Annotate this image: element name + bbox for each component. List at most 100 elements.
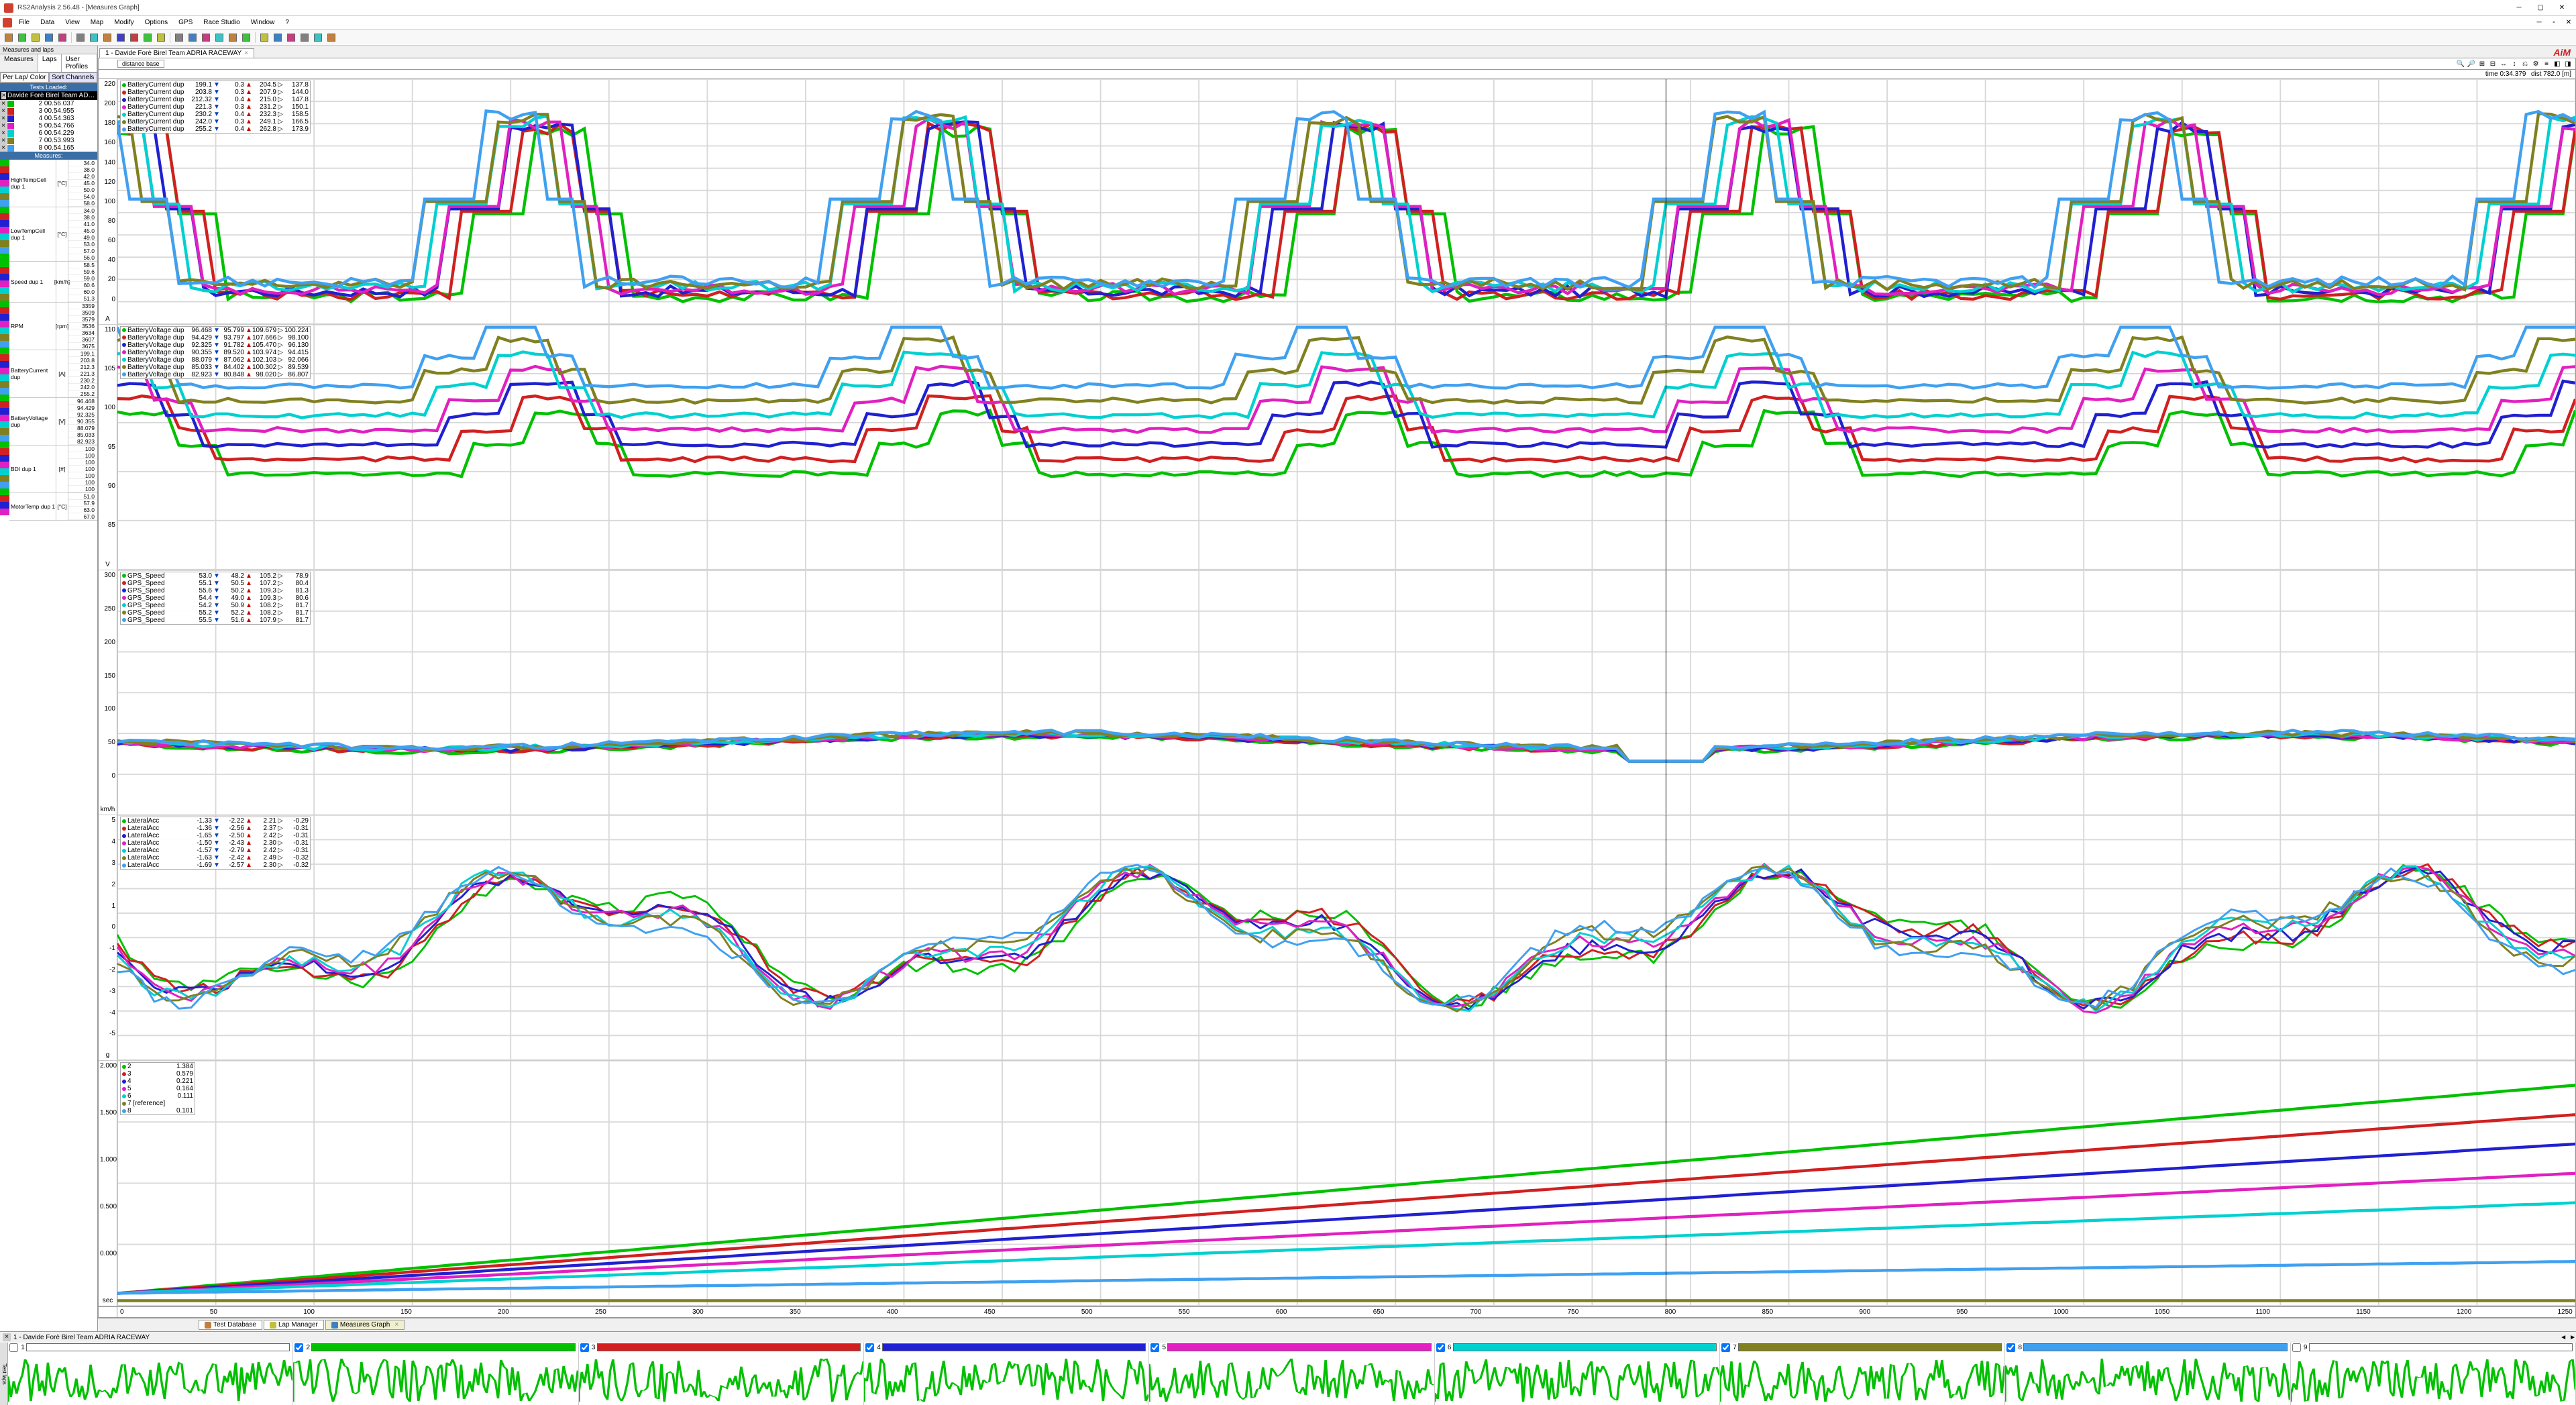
legend-row[interactable]: 7 [reference] <box>121 1100 195 1107</box>
toolbar-button-11[interactable] <box>155 32 167 44</box>
close-button[interactable]: ✕ <box>2552 1 2572 15</box>
lap-row[interactable]: ×8 00.54.165 <box>0 144 97 152</box>
chart-speed[interactable]: 300250200150100500km/hGPS_Speed53.0▼48.2… <box>99 570 2575 816</box>
lap-cell[interactable]: 1 <box>8 1343 293 1405</box>
toolbar-button-21[interactable] <box>299 32 311 44</box>
graph-tool-5[interactable]: ↕ <box>2510 59 2519 68</box>
toolbar-button-12[interactable] <box>173 32 185 44</box>
minimize-button[interactable]: ─ <box>2509 1 2529 15</box>
graph-tab[interactable]: 1 - Davide Forè Birel Team ADRIA RACEWAY… <box>99 48 254 58</box>
sidebar-tab-laps[interactable]: Laps <box>38 54 62 72</box>
chart-current[interactable]: 220200180160140120100806040200ABatteryCu… <box>99 79 2575 325</box>
menu-view[interactable]: View <box>60 17 85 28</box>
toolbar-button-14[interactable] <box>200 32 212 44</box>
lap-remove-icon[interactable]: × <box>0 144 7 152</box>
lap-cell-checkbox[interactable] <box>1721 1343 1730 1352</box>
test-close-icon[interactable]: × <box>1 92 6 99</box>
lap-remove-icon[interactable]: × <box>0 129 7 137</box>
toolbar-button-22[interactable] <box>312 32 324 44</box>
lap-cell[interactable]: 7 <box>1720 1343 2005 1405</box>
toolbar-button-13[interactable] <box>186 32 199 44</box>
toolbar-button-19[interactable] <box>272 32 284 44</box>
measure-group[interactable]: RPM[rpm]3359350935793536363436073675 <box>9 303 97 350</box>
bottom-tab-test-database[interactable]: Test Database <box>199 1320 262 1330</box>
graph-tool-10[interactable]: ◨ <box>2563 59 2573 68</box>
toolbar-button-1[interactable] <box>16 32 28 44</box>
legend-row[interactable]: GPS_Speed55.6▼50.2▲109.3▷81.3 <box>121 587 310 594</box>
bottom-tab-close-icon[interactable]: × <box>394 1321 398 1329</box>
graph-tool-9[interactable]: ◧ <box>2553 59 2562 68</box>
chart-voltage[interactable]: 110105100959085VBatteryVoltage dup96.468… <box>99 325 2575 570</box>
graph-tool-7[interactable]: ⚙ <box>2531 59 2540 68</box>
toolbar-button-15[interactable] <box>213 32 225 44</box>
measure-group[interactable]: BatteryVoltage dup[V]96.46894.42992.3259… <box>9 398 97 446</box>
lap-cell[interactable]: 3 <box>579 1343 864 1405</box>
legend-row[interactable]: 50.164 <box>121 1085 195 1092</box>
legend-row[interactable]: 60.111 <box>121 1092 195 1100</box>
graph-tool-6[interactable]: ⎌ <box>2520 59 2530 68</box>
chart-plot-area[interactable]: LateralAcc-1.33▼-2.22▲2.21▷-0.29 LateralA… <box>117 815 2575 1060</box>
chart-plot-area[interactable]: 21.38430.57940.22150.16460.1117 [referen… <box>117 1061 2575 1306</box>
lap-cell[interactable]: 6 <box>1435 1343 1720 1405</box>
lap-cell[interactable]: 5 <box>1149 1343 1434 1405</box>
legend-row[interactable]: BatteryCurrent dup242.0▼0.3▲249.1▷166.5 <box>121 118 310 125</box>
graph-tool-1[interactable]: 🔎 <box>2467 59 2476 68</box>
measure-group[interactable]: BDI dup 1[#]100100100100100100100 <box>9 446 97 493</box>
toolbar-button-7[interactable] <box>101 32 113 44</box>
maximize-button[interactable]: ▢ <box>2530 1 2551 15</box>
lap-remove-icon[interactable]: × <box>0 137 7 144</box>
lap-remove-icon[interactable]: × <box>0 122 7 129</box>
bottom-tab-measures-graph[interactable]: Measures Graph× <box>325 1320 405 1330</box>
legend-row[interactable]: BatteryCurrent dup255.2▼0.4▲262.8▷173.9 <box>121 125 310 133</box>
lap-cell[interactable]: 4 <box>864 1343 1149 1405</box>
lap-row[interactable]: ×2 00.56.037 <box>0 100 97 107</box>
bottom-tab-lap-manager[interactable]: Lap Manager <box>264 1320 324 1330</box>
lap-cell[interactable]: 2 <box>293 1343 578 1405</box>
lap-cell-checkbox[interactable] <box>580 1343 589 1352</box>
legend-row[interactable]: LateralAcc-1.69▼-2.57▲2.30▷-0.32 <box>121 862 310 869</box>
toolbar-button-23[interactable] <box>325 32 337 44</box>
legend-row[interactable]: BatteryCurrent dup212.32▼0.4▲215.0▷147.8 <box>121 96 310 103</box>
mdi-control-icon[interactable] <box>3 18 12 28</box>
legend-row[interactable]: LateralAcc-1.50▼-2.43▲2.30▷-0.31 <box>121 839 310 847</box>
legend-row[interactable]: GPS_Speed55.1▼50.5▲107.2▷80.4 <box>121 580 310 587</box>
toolbar-button-20[interactable] <box>285 32 297 44</box>
lap-cell-checkbox[interactable] <box>2292 1343 2301 1352</box>
lap-cell[interactable]: 9 <box>2291 1343 2576 1405</box>
toolbar-button-6[interactable] <box>88 32 100 44</box>
test-row[interactable]: × Davide Forè Birel Team ADRIA RACEWAY <box>0 91 97 100</box>
legend-row[interactable]: 21.384 <box>121 1063 195 1070</box>
menu-data[interactable]: Data <box>35 17 60 28</box>
legend-row[interactable]: BatteryVoltage dup96.468▼95.799▲109.679▷… <box>121 327 310 334</box>
legend-row[interactable]: BatteryVoltage dup90.355▼89.520▲103.974▷… <box>121 349 310 356</box>
toolbar-button-18[interactable] <box>258 32 270 44</box>
sidebar-tab-userprofiles[interactable]: User Profiles <box>62 54 97 72</box>
legend-row[interactable]: LateralAcc-1.57▼-2.79▲2.42▷-0.31 <box>121 847 310 854</box>
legend-row[interactable]: GPS_Speed53.0▼48.2▲105.2▷78.9 <box>121 572 310 580</box>
lap-cell-checkbox[interactable] <box>9 1343 18 1352</box>
chart-lateral[interactable]: 543210-1-2-3-4-5gLateralAcc-1.33▼-2.22▲2… <box>99 815 2575 1061</box>
legend-row[interactable]: GPS_Speed54.2▼50.9▲108.2▷81.7 <box>121 602 310 609</box>
mdi-minimize-button[interactable]: ─ <box>2532 17 2546 28</box>
lap-strip-close-icon[interactable]: × <box>3 1333 11 1341</box>
menu-modify[interactable]: Modify <box>109 17 139 28</box>
lap-cell-checkbox[interactable] <box>1150 1343 1159 1352</box>
lap-row[interactable]: ×5 00.54.766 <box>0 122 97 129</box>
graph-tool-4[interactable]: ↔ <box>2499 59 2508 68</box>
toolbar-button-5[interactable] <box>74 32 87 44</box>
legend-row[interactable]: LateralAcc-1.33▼-2.22▲2.21▷-0.29 <box>121 817 310 825</box>
toolbar-button-8[interactable] <box>115 32 127 44</box>
chart-plot-area[interactable]: GPS_Speed53.0▼48.2▲105.2▷78.9GPS_Speed55… <box>117 570 2575 815</box>
legend-row[interactable]: GPS_Speed54.4▼49.0▲109.3▷80.6 <box>121 594 310 602</box>
legend-row[interactable]: 40.221 <box>121 1078 195 1085</box>
menu-gps[interactable]: GPS <box>173 17 198 28</box>
legend-row[interactable]: GPS_Speed55.5▼51.6▲107.9▷81.7 <box>121 617 310 624</box>
graph-tool-2[interactable]: ⊞ <box>2477 59 2487 68</box>
lap-strip-scroll-right-icon[interactable]: ► <box>2569 1334 2576 1341</box>
menu-map[interactable]: Map <box>85 17 109 28</box>
toolbar-button-4[interactable] <box>56 32 68 44</box>
sidebar-tab-measures[interactable]: Measures <box>0 54 38 72</box>
legend-row[interactable]: BatteryCurrent dup230.2▼0.4▲232.3▷158.5 <box>121 111 310 118</box>
legend-row[interactable]: BatteryCurrent dup199.1▼0.3▲204.5▷137.8 <box>121 81 310 89</box>
legend-row[interactable]: BatteryCurrent dup221.3▼0.3▲231.2▷150.1 <box>121 103 310 111</box>
